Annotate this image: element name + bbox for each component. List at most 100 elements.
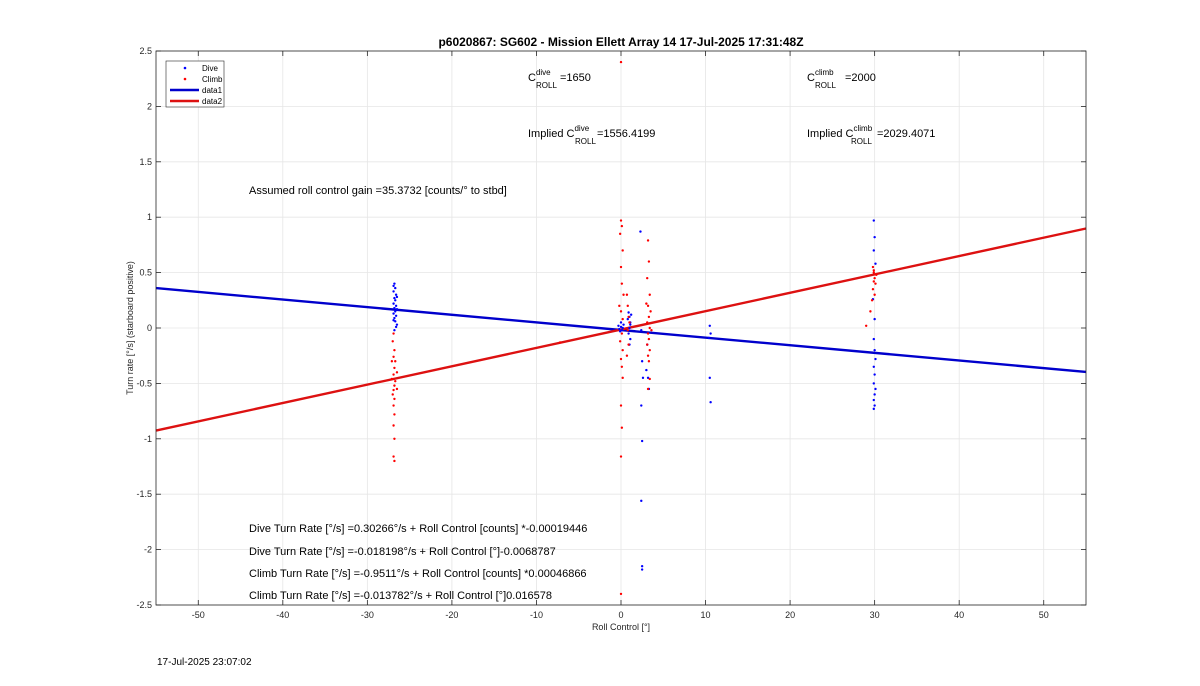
dive-point bbox=[394, 314, 398, 318]
dive-point bbox=[639, 230, 642, 233]
climb-point bbox=[648, 348, 651, 352]
climb-point bbox=[628, 321, 631, 324]
c-climb-value: =2000 bbox=[845, 72, 876, 84]
climb-point bbox=[873, 293, 876, 296]
y-tick-label: -2 bbox=[144, 545, 152, 555]
dive-point bbox=[394, 310, 397, 313]
legend-data2-label: data2 bbox=[202, 97, 223, 106]
x-tick-label: 10 bbox=[701, 610, 711, 620]
climb-point bbox=[393, 384, 396, 387]
chart-title: p6020867: SG602 - Mission Ellett Array 1… bbox=[438, 35, 803, 49]
dive-point bbox=[645, 368, 648, 372]
svg-text:Implied Cdive: Implied Cdive bbox=[528, 124, 590, 140]
c-dive-value: =1650 bbox=[560, 72, 591, 84]
dive-point bbox=[618, 327, 621, 331]
dive-point bbox=[622, 323, 625, 326]
y-tick-label: -2.5 bbox=[136, 600, 152, 610]
climb-point bbox=[619, 404, 623, 407]
dive-point bbox=[395, 307, 399, 311]
climb-point bbox=[395, 387, 399, 391]
dive-point bbox=[872, 249, 875, 252]
climb-point bbox=[864, 324, 868, 327]
data-points bbox=[390, 60, 878, 596]
climb-point bbox=[869, 310, 872, 313]
dive-point bbox=[640, 568, 644, 571]
climb-point bbox=[625, 354, 629, 357]
climb-point bbox=[646, 387, 650, 391]
implied-c-dive-annotation: Implied Cdive ROLL =1556.4199 bbox=[528, 124, 655, 146]
dive-point bbox=[640, 360, 644, 363]
y-axis-label: Turn rate [°/s] (starboard positive) bbox=[125, 261, 135, 395]
climb-point bbox=[650, 329, 653, 332]
climb-point bbox=[391, 340, 394, 343]
dive-point bbox=[873, 348, 876, 352]
climb-point bbox=[646, 332, 650, 335]
climb-point bbox=[622, 293, 625, 296]
dive-point bbox=[393, 329, 396, 332]
climb-point bbox=[394, 360, 397, 363]
y-tick-label: -0.5 bbox=[136, 378, 152, 388]
dive-point bbox=[872, 365, 875, 368]
dive-point bbox=[393, 296, 396, 300]
climb-point bbox=[619, 219, 623, 222]
dive-point bbox=[872, 398, 875, 402]
climb-point bbox=[392, 424, 395, 427]
dive-point bbox=[709, 401, 712, 404]
y-tick-label: 0 bbox=[147, 323, 152, 333]
climb-point bbox=[619, 357, 623, 361]
c-roll-climb-annotation: Cclimb ROLL =2000 bbox=[807, 68, 876, 90]
climb-point bbox=[395, 371, 399, 374]
climb-point bbox=[626, 329, 629, 332]
y-tick-label: 0.5 bbox=[139, 268, 152, 278]
climb-point bbox=[620, 426, 624, 429]
dive-point bbox=[629, 337, 632, 341]
implied-dive-prefix: Implied C bbox=[528, 128, 575, 140]
climb-point bbox=[620, 224, 624, 228]
climb-point bbox=[392, 455, 395, 458]
climb-point bbox=[647, 360, 651, 363]
climb-point bbox=[626, 304, 629, 308]
climb-point bbox=[620, 365, 624, 368]
climb-point bbox=[627, 343, 630, 346]
climb-point bbox=[645, 302, 648, 305]
climb-point bbox=[646, 354, 650, 357]
implied-dive-sup: dive bbox=[574, 124, 589, 133]
dive-point bbox=[395, 295, 399, 299]
dive-point bbox=[873, 317, 876, 321]
dive-point bbox=[640, 499, 643, 503]
dive-point bbox=[618, 330, 622, 333]
c-climb-sub: ROLL bbox=[815, 81, 836, 90]
x-tick-label: -30 bbox=[361, 610, 374, 620]
climb-point bbox=[649, 310, 652, 313]
climb-point bbox=[393, 459, 396, 463]
implied-climb-sub: ROLL bbox=[851, 137, 872, 146]
y-tick-label: -1 bbox=[144, 434, 152, 444]
dive-point bbox=[394, 325, 398, 329]
climb-point bbox=[392, 404, 395, 407]
dive-point bbox=[646, 376, 650, 380]
dive-point bbox=[620, 329, 624, 332]
climb-point bbox=[647, 315, 651, 319]
dive-point bbox=[873, 393, 876, 396]
climb-point bbox=[392, 373, 395, 376]
climb-point bbox=[625, 293, 629, 296]
c-roll-dive-annotation: Cdive ROLL =1650 bbox=[528, 68, 591, 90]
dive-point bbox=[627, 332, 630, 335]
dive-point bbox=[708, 324, 711, 327]
y-tick-label: -1.5 bbox=[136, 489, 152, 499]
gain-annotation: Assumed roll control gain =35.3732 [coun… bbox=[249, 185, 507, 197]
climb-point bbox=[392, 388, 395, 392]
c-dive-sub: ROLL bbox=[536, 81, 557, 90]
y-tick-label: 1.5 bbox=[139, 157, 152, 167]
svg-text:Cclimb: Cclimb bbox=[807, 68, 834, 84]
dive-point bbox=[640, 439, 644, 443]
climb-point bbox=[646, 321, 649, 324]
climb-point bbox=[873, 276, 876, 280]
dive-equation-degrees: Dive Turn Rate [°/s] =-0.018198°/s + Rol… bbox=[249, 546, 556, 558]
implied-climb-value: =2029.4071 bbox=[877, 128, 935, 140]
c-climb-sup: climb bbox=[815, 68, 834, 77]
climb-point bbox=[619, 265, 623, 269]
x-tick-label: 30 bbox=[870, 610, 880, 620]
x-tick-label: -50 bbox=[192, 610, 205, 620]
